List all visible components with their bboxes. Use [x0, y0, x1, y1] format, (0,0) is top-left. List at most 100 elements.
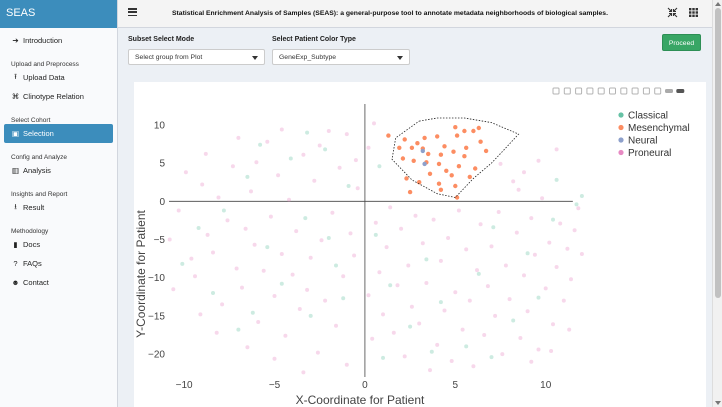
- point-neural: [420, 148, 425, 154]
- grid-menu-icon[interactable]: [688, 7, 699, 18]
- scatter-plot[interactable]: −10 −5 0 5 10 10 5 0 −5 −10 −15 −20 X-Coordinate f…: [134, 82, 706, 407]
- scroll-down-arrow-icon[interactable]: [715, 401, 721, 405]
- point-proneural: [551, 322, 555, 327]
- point-proneural: [460, 327, 465, 332]
- scatter-plot-panel[interactable]: −10 −5 0 5 10 10 5 0 −5 −10 −15 −20 X-Coordinate f…: [134, 82, 706, 407]
- proceed-button[interactable]: Proceed: [662, 34, 701, 51]
- point-proneural: [516, 187, 521, 192]
- y-tick-label: 0: [159, 197, 165, 208]
- point-proneural: [236, 135, 241, 140]
- image-icon: ▣: [11, 129, 20, 138]
- page-scrollbar[interactable]: [712, 0, 722, 407]
- zoom-in-icon[interactable]: [609, 87, 616, 95]
- point-proneural: [370, 336, 375, 341]
- point-classical: [303, 216, 308, 221]
- point-proneural: [471, 364, 476, 369]
- point-classical: [250, 310, 255, 315]
- point-proneural: [511, 179, 516, 184]
- point-proneural: [522, 170, 526, 175]
- point-mesenchymal: [473, 166, 478, 171]
- question-icon: ?: [13, 259, 18, 268]
- point-proneural: [337, 165, 342, 170]
- sidebar-item-introduction[interactable]: ➔ Introduction: [0, 31, 117, 50]
- point-proneural: [377, 270, 382, 275]
- sidebar-item-label: Selection: [23, 129, 54, 138]
- point-classical: [511, 318, 516, 323]
- scroll-thumb[interactable]: [715, 8, 721, 298]
- camera-icon[interactable]: [552, 87, 560, 95]
- point-classical: [323, 147, 328, 152]
- lasso-select-icon[interactable]: [597, 87, 605, 95]
- point-proneural: [176, 208, 181, 213]
- point-proneural: [384, 245, 389, 250]
- point-classical: [211, 291, 215, 295]
- sidebar-item-analysis[interactable]: ▥ Analysis: [0, 161, 117, 180]
- y-tick-label: 10: [154, 120, 166, 131]
- autoscale-icon[interactable]: [631, 87, 639, 95]
- sidebar-item-docs[interactable]: ▮ Docs: [0, 235, 117, 254]
- point-classical: [429, 349, 434, 354]
- point-proneural: [554, 147, 559, 152]
- point-classical: [489, 355, 494, 360]
- closest-hover-icon[interactable]: [676, 89, 685, 93]
- point-proneural: [203, 151, 208, 156]
- point-mesenchymal: [456, 164, 462, 169]
- point-classical: [373, 232, 378, 237]
- point-proneural: [522, 273, 526, 278]
- point-proneural: [330, 210, 335, 215]
- subset-mode-select[interactable]: Select group from Plot: [128, 49, 265, 65]
- point-mesenchymal: [427, 171, 433, 176]
- collapse-arrows-icon[interactable]: [667, 7, 678, 18]
- point-classical: [491, 225, 496, 230]
- point-proneural: [254, 160, 259, 165]
- sidebar-item-contact[interactable]: ☻ Contact: [0, 273, 117, 292]
- sidebar-item-upload-data[interactable]: ⭱ Upload Data: [0, 68, 117, 87]
- legend-marker: [618, 112, 624, 118]
- point-proneural: [341, 274, 346, 279]
- sidebar-item-result[interactable]: ⭳ Result: [0, 198, 117, 217]
- point-mesenchymal: [407, 189, 413, 195]
- app-brand[interactable]: SEAS: [0, 0, 117, 28]
- point-proneural: [388, 205, 393, 210]
- point-proneural: [576, 206, 581, 211]
- point-classical: [258, 142, 263, 147]
- scroll-up-arrow-icon[interactable]: [715, 2, 721, 6]
- sidebar-item-selection[interactable]: ▣ Selection: [4, 124, 113, 143]
- point-mesenchymal: [402, 137, 407, 142]
- point-proneural: [413, 213, 418, 218]
- point-proneural: [211, 250, 215, 255]
- point-classical: [424, 257, 429, 262]
- point-proneural: [294, 229, 299, 234]
- legend-item-proneural[interactable]: Proneural: [618, 148, 671, 159]
- legend-item-classical[interactable]: Classical: [618, 111, 668, 122]
- chart-icon: ▥: [11, 166, 20, 175]
- legend-marker: [618, 137, 624, 143]
- point-proneural: [565, 246, 570, 251]
- box-select-icon[interactable]: [586, 87, 594, 95]
- point-proneural: [290, 272, 295, 277]
- point-proneural: [514, 230, 519, 235]
- sidebar-item-label: Result: [23, 203, 45, 212]
- legend-item-mesenchymal[interactable]: Mesenchymal: [618, 123, 690, 134]
- sidebar-item-clinotype-relation[interactable]: ⌘ Clinotype Relation: [0, 87, 117, 106]
- menu-toggle-icon[interactable]: [128, 8, 137, 17]
- legend-item-neural[interactable]: Neural: [618, 136, 657, 147]
- point-proneural: [283, 333, 288, 338]
- compare-hover-icon[interactable]: [665, 89, 673, 93]
- point-proneural: [485, 284, 490, 289]
- home-icon[interactable]: [642, 87, 650, 95]
- zoom-out-icon[interactable]: [620, 87, 628, 95]
- point-mesenchymal: [400, 156, 406, 161]
- point-classical: [476, 271, 481, 276]
- point-classical: [381, 355, 385, 360]
- point-proneural: [301, 370, 306, 375]
- color-type-select[interactable]: GeneExp_Subtype: [272, 49, 410, 65]
- sidebar-item-faqs[interactable]: ? FAQs: [0, 254, 117, 273]
- point-mesenchymal: [451, 149, 456, 154]
- point-classical: [341, 296, 346, 301]
- pan-icon[interactable]: [575, 87, 583, 95]
- point-proneural: [214, 330, 219, 335]
- point-classical: [525, 251, 530, 256]
- zoom-icon[interactable]: [563, 87, 571, 95]
- spike-lines-icon[interactable]: [654, 87, 662, 95]
